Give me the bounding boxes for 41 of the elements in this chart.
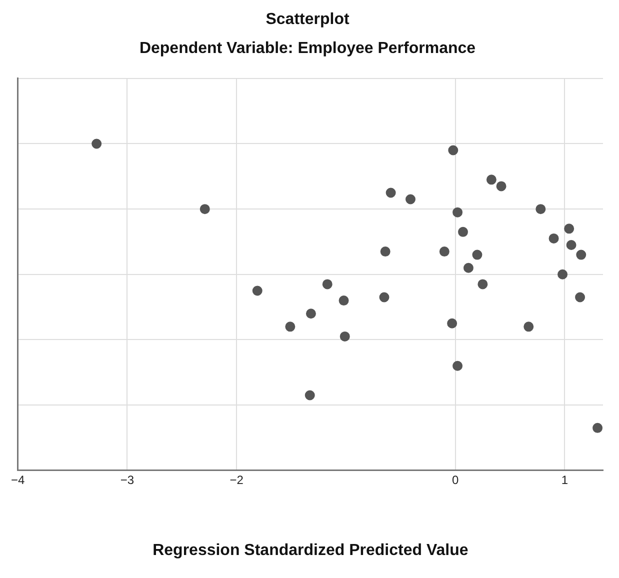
point [448,145,458,156]
point [463,262,474,273]
x-tick-label: −2 [230,472,244,487]
x-tick-label: −3 [120,472,134,487]
point [386,188,396,198]
point [452,207,463,218]
point [576,250,586,260]
point [564,224,574,234]
point [486,174,496,185]
point [439,246,450,257]
point [458,226,468,237]
point [379,292,390,302]
point [285,322,296,332]
point [304,390,315,400]
point [452,360,463,371]
point [478,279,488,290]
point [252,286,262,296]
x-tick-label: −4 [10,472,26,487]
point [558,269,568,280]
point [472,250,482,260]
point [380,246,390,257]
x-axis-title: Regression Standardized Predicted Value [152,542,468,559]
x-tick-label: 0 [452,472,459,487]
point [536,204,546,214]
chart-title: Scatterplot [266,11,350,28]
point [322,279,332,290]
point [548,233,559,244]
point [566,240,576,250]
point [575,292,586,302]
point [447,318,458,328]
point [200,204,210,214]
point [524,322,534,332]
chart-subtitle: Dependent Variable: Employee Performance [139,40,476,58]
x-tick-label: 1 [561,472,568,487]
point [92,138,102,149]
point [306,308,316,319]
point [592,422,603,433]
point [340,331,350,342]
point [406,194,416,204]
point [338,296,349,306]
point [496,181,506,192]
